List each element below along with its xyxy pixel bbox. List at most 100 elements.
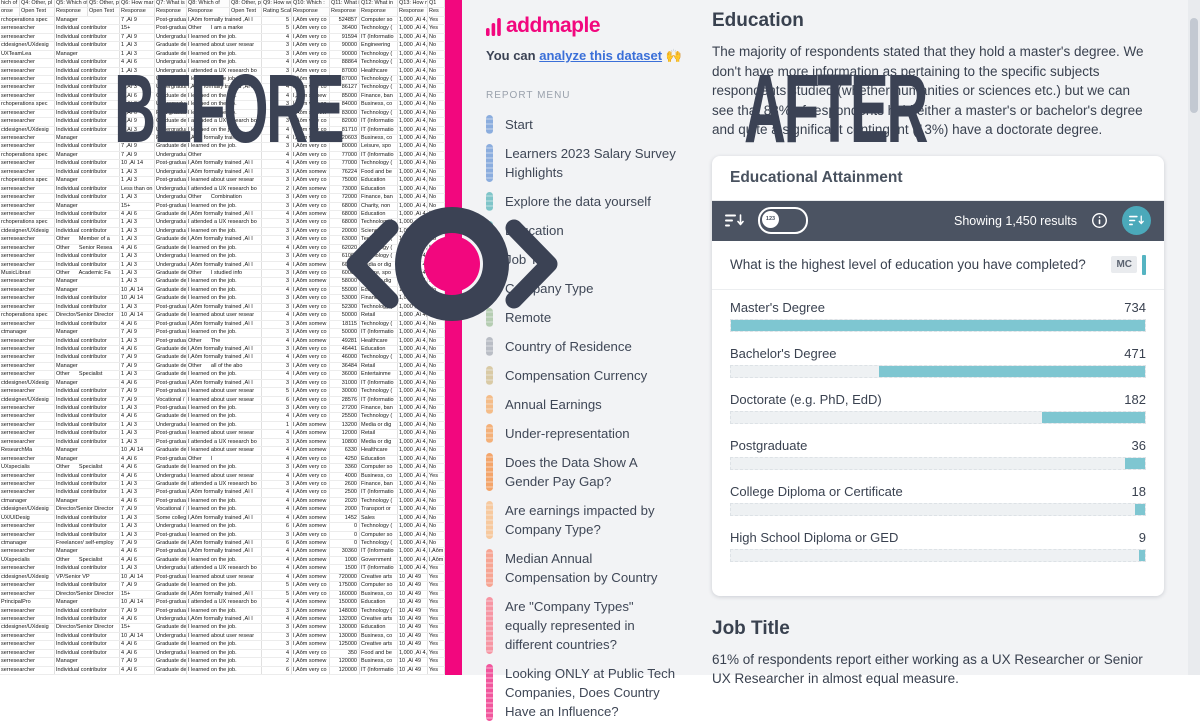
- sidebar-item-explore[interactable]: Explore the data yourself: [486, 192, 700, 211]
- scrollbar-thumb[interactable]: [1190, 18, 1198, 113]
- sidebar-item-compensation-currency[interactable]: Compensation Currency: [486, 366, 700, 385]
- spreadsheet-cell: 13200: [330, 421, 360, 430]
- spreadsheet-cell: Individual contributor: [55, 92, 120, 101]
- job-title-section-title: Job Title: [712, 617, 790, 639]
- bar-row[interactable]: Master's Degree 734: [730, 300, 1146, 332]
- spreadsheet-cell: Individual contributor: [55, 75, 120, 84]
- spreadsheet-cell: I,Äôm very co: [292, 59, 330, 67]
- bar-row[interactable]: College Diploma or Certificate 18: [730, 484, 1146, 516]
- bar-track: [730, 456, 1146, 470]
- bar-value: 182: [1124, 391, 1146, 407]
- spreadsheet-cell: Individual contributor: [55, 101, 120, 109]
- spreadsheet-cell: 10 ,Äì 14: [120, 632, 155, 641]
- spreadsheet-cell: Post-graduat: [156, 379, 187, 388]
- spreadsheet-cell: 3: [262, 253, 292, 261]
- spreadsheet-cell: Some colleg: [156, 514, 187, 523]
- bar-row[interactable]: High School Diploma or GED 9: [730, 530, 1146, 562]
- spreadsheet-cell: 72000: [330, 194, 360, 202]
- bar-row[interactable]: Doctorate (e.g. PhD, EdD) 182: [730, 392, 1146, 424]
- spreadsheet-cell: 1,000 ,Äì 4,9: [399, 33, 428, 42]
- spreadsheet-cell: 4 ,Äì 6: [120, 615, 155, 624]
- spreadsheet[interactable]: hich of Q4: Other, pl Q5: Which of Q5: Othe…: [0, 0, 445, 675]
- bar-row[interactable]: Bachelor's Degree 471: [730, 346, 1146, 378]
- spreadsheet-cell: I,Äôm very co: [292, 227, 330, 236]
- sidebar-item-under-representation[interactable]: Under-representation: [486, 424, 700, 443]
- header-row: hich of Q4: Other, pl Q5: Which of Q5: Othe…: [0, 0, 445, 9]
- table-row: serresearcher Individual contributor 1 ,Äì…: [0, 261, 445, 270]
- sort-lines-icon[interactable]: [725, 213, 744, 228]
- spreadsheet-cell: 3: [262, 438, 292, 447]
- sidebar-item-company-types-countries[interactable]: Are "Company Types" equally represented …: [486, 597, 700, 654]
- sidebar-item-gender-pay-gap[interactable]: Does the Data Show A Gender Pay Gap?: [486, 453, 700, 491]
- spreadsheet-cell: serresearcher: [0, 25, 55, 33]
- spreadsheet-cell: Individual contributor: [55, 666, 120, 674]
- spreadsheet-cell: serresearcher: [0, 67, 55, 75]
- sidebar-item-earnings-company-type[interactable]: Are earnings impacted by Company Type?: [486, 501, 700, 539]
- spreadsheet-cell: serresearcher: [0, 607, 55, 615]
- spreadsheet-cell: 36400: [330, 25, 360, 33]
- spreadsheet-cell: VP/Senior VP: [55, 573, 120, 582]
- spreadsheet-cell: 1,000 ,Äì 4,9: [399, 362, 428, 371]
- spreadsheet-cell: 350: [330, 649, 360, 658]
- spreadsheet-cell: I attended a UX research bo: [187, 438, 262, 447]
- spreadsheet-cell: 1,000 ,Äì 4,9: [399, 143, 428, 151]
- spreadsheet-cell: Individual contributor: [55, 345, 120, 354]
- spreadsheet-cell: Graduate deg: [156, 624, 187, 632]
- spreadsheet-cell: 4 ,Äì 6: [120, 413, 155, 421]
- spreadsheet-cell: 1,000 ,Äì 4,9: [399, 438, 428, 447]
- spreadsheet-cell: 1 ,Äì 3: [120, 523, 155, 531]
- spreadsheet-cell: Post-graduat: [156, 430, 187, 438]
- spreadsheet-cell: I,Äôm formally trained ,Äì I: [187, 548, 262, 556]
- info-icon[interactable]: [1091, 212, 1108, 229]
- sidebar-item-start[interactable]: Start: [486, 115, 700, 134]
- spreadsheet-cell: serresearcher: [0, 582, 55, 590]
- sidebar-item-label: Does the Data Show A Gender Pay Gap?: [505, 455, 637, 489]
- spreadsheet-cell: I,Äôm very co: [292, 472, 330, 480]
- spreadsheet-cell: 10 ,Äì 49: [398, 624, 428, 632]
- spreadsheet-cell: I learned about user resear: [187, 388, 262, 396]
- spreadsheet-cell: I,Äôm somew: [292, 573, 330, 582]
- spreadsheet-cell: Yes: [428, 565, 445, 573]
- spreadsheet-cell: Individual contributor: [55, 84, 120, 92]
- spreadsheet-cell: 3: [262, 405, 292, 413]
- spreadsheet-cell: Response: [187, 8, 230, 16]
- spreadsheet-cell: Post-graduat: [156, 337, 187, 345]
- spreadsheet-cell: Other Member of a: [55, 236, 120, 244]
- spreadsheet-cell: serresearcher: [0, 354, 55, 362]
- spreadsheet-cell: No: [428, 143, 445, 151]
- spreadsheet-cell: 73000: [330, 185, 360, 194]
- spreadsheet-cell: 0: [330, 540, 360, 548]
- spreadsheet-cell: Other Senior Resea: [55, 244, 120, 253]
- analyze-dataset-link[interactable]: analyze this dataset: [539, 48, 663, 63]
- numeric-toggle[interactable]: 123: [758, 207, 808, 234]
- spreadsheet-cell: 86127: [330, 84, 360, 92]
- spreadsheet-cell: 1 ,Äì 3: [120, 270, 155, 278]
- sidebar-item-remote[interactable]: Remote: [486, 308, 700, 327]
- spreadsheet-cell: 1 ,Äì 3: [120, 84, 155, 92]
- sidebar-item-annual-earnings[interactable]: Annual Earnings: [486, 395, 700, 414]
- spreadsheet-cell: Individual contributor: [55, 143, 120, 151]
- spreadsheet-cell: Individual contributor: [55, 118, 120, 126]
- sort-button[interactable]: [1122, 206, 1151, 235]
- sidebar-item-highlights[interactable]: Learners 2023 Salary Survey Highlights: [486, 144, 700, 182]
- spreadsheet-cell: Individual contributor: [55, 126, 120, 134]
- spreadsheet-cell: Manager: [55, 497, 120, 506]
- spreadsheet-cell: Manager: [55, 135, 120, 143]
- spreadsheet-cell: I,Äôm very co: [292, 396, 330, 404]
- table-row: serresearcher Individual contributor 1 ,Äì…: [0, 337, 445, 346]
- spreadsheet-cell: 68000: [330, 219, 360, 227]
- spreadsheet-cell: Individual contributor: [55, 632, 120, 641]
- sidebar-item-country-of-residence[interactable]: Country of Residence: [486, 337, 700, 356]
- spreadsheet-cell: 46000: [330, 354, 360, 362]
- spreadsheet-cell: Graduate deg: [156, 413, 187, 421]
- sidebar-item-public-tech-companies[interactable]: Looking ONLY at Public Tech Companies, D…: [486, 664, 700, 721]
- spreadsheet-cell: I,Äôm somew: [292, 261, 330, 269]
- spreadsheet-cell: I learned on the job.: [187, 33, 262, 42]
- sidebar-item-median-compensation-country[interactable]: Median Annual Compensation by Country: [486, 549, 700, 587]
- spreadsheet-cell: 4: [262, 354, 292, 362]
- bar-row[interactable]: Postgraduate 36: [730, 438, 1146, 470]
- spreadsheet-cell: 10 ,Äì 49: [398, 666, 428, 674]
- spreadsheet-cell: I learned on the job.: [187, 649, 262, 658]
- scrollbar[interactable]: [1188, 0, 1200, 675]
- table-row: serresearcher Director/Senior Director 15+…: [0, 590, 445, 600]
